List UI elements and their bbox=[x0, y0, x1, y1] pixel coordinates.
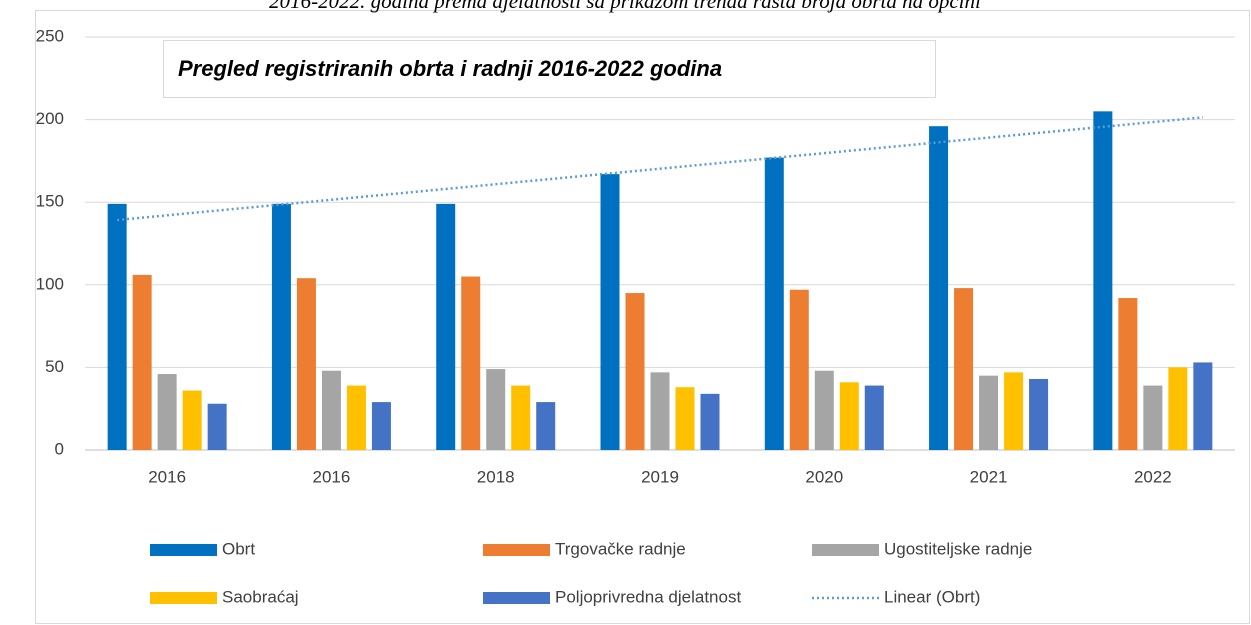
bar bbox=[864, 385, 884, 450]
bar bbox=[346, 385, 366, 450]
bar bbox=[132, 274, 152, 450]
bar bbox=[321, 370, 341, 450]
bar bbox=[839, 382, 859, 450]
bar bbox=[954, 288, 974, 450]
bar bbox=[461, 276, 481, 450]
legend-label: Ugostiteljske radnje bbox=[884, 539, 1032, 558]
bar bbox=[296, 278, 316, 450]
y-tick-label: 150 bbox=[36, 192, 64, 211]
bar bbox=[1029, 378, 1049, 450]
bar bbox=[979, 375, 999, 450]
bar bbox=[1168, 367, 1188, 450]
bar bbox=[157, 374, 177, 450]
bar bbox=[625, 293, 645, 450]
legend-label: Saobraćaj bbox=[222, 587, 299, 606]
bar bbox=[929, 126, 949, 450]
x-tick-label: 2016 bbox=[148, 467, 186, 486]
bar bbox=[600, 174, 620, 450]
bar bbox=[486, 369, 506, 450]
bar bbox=[1004, 372, 1024, 450]
legend-label: Obrt bbox=[222, 539, 255, 558]
y-tick-label: 250 bbox=[36, 26, 64, 45]
chart-title: Pregled registriranih obrta i radnji 201… bbox=[178, 56, 722, 81]
x-tick-label: 2021 bbox=[970, 467, 1008, 486]
trendline bbox=[117, 116, 1203, 222]
legend-swatch bbox=[812, 544, 879, 556]
bar bbox=[1118, 298, 1138, 450]
bar bbox=[536, 402, 556, 450]
legend-swatch bbox=[483, 592, 550, 604]
legend-label: Trgovačke radnje bbox=[555, 539, 686, 558]
bar bbox=[675, 387, 695, 450]
bar bbox=[1143, 385, 1163, 450]
legend-swatch bbox=[150, 544, 217, 556]
y-tick-label: 100 bbox=[36, 274, 64, 293]
bar bbox=[650, 372, 670, 450]
bar bbox=[511, 385, 531, 450]
x-tick-label: 2020 bbox=[805, 467, 843, 486]
bar bbox=[271, 203, 291, 450]
plot: 0 50 100 150 200 250 2016 2016 2018 2019 2020 2021 2… bbox=[36, 26, 1235, 486]
bar bbox=[764, 157, 784, 450]
bar bbox=[107, 203, 127, 450]
y-tick-label: 0 bbox=[55, 439, 64, 458]
bar bbox=[371, 402, 391, 450]
bar bbox=[207, 403, 227, 450]
legend-swatch bbox=[150, 592, 217, 604]
title-box bbox=[163, 40, 936, 98]
y-tick-label: 50 bbox=[45, 357, 64, 376]
bar bbox=[1193, 362, 1213, 450]
y-tick-label: 200 bbox=[36, 109, 64, 128]
x-tick-label: 2018 bbox=[477, 467, 515, 486]
bar bbox=[814, 370, 834, 450]
caption: 2016-2022. godina prema djelatnosti sa p… bbox=[269, 0, 981, 13]
legend-label: Poljoprivredna djelatnost bbox=[555, 587, 741, 606]
x-tick-label: 2019 bbox=[641, 467, 679, 486]
legend-label: Linear (Obrt) bbox=[884, 587, 980, 606]
legend-swatch bbox=[483, 544, 550, 556]
bar bbox=[1093, 111, 1113, 450]
bar bbox=[182, 390, 202, 450]
bar bbox=[700, 393, 720, 450]
x-tick-label: 2016 bbox=[313, 467, 351, 486]
x-tick-label: 2022 bbox=[1134, 467, 1172, 486]
caption-bg bbox=[0, 0, 1251, 10]
bar bbox=[789, 289, 809, 450]
bar bbox=[436, 203, 456, 450]
